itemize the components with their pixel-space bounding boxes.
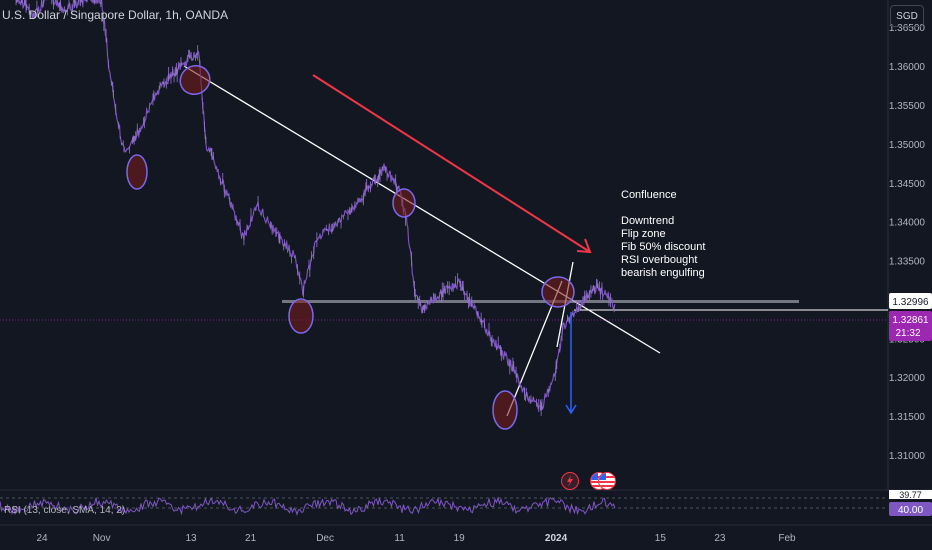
x-tick-label: 15 — [655, 533, 667, 544]
y-tick-label: 1.34500 — [889, 179, 926, 190]
chart-title: U.S. Dollar / Singapore Dollar, 1h, OAND… — [2, 8, 229, 22]
currency-button[interactable]: SGD — [890, 5, 924, 27]
highlight-circle[interactable] — [126, 154, 148, 190]
rsi-line — [0, 496, 616, 516]
highlight-circle[interactable] — [541, 276, 575, 308]
confluence-note[interactable]: Confluence Downtrend Flip zone Fib 50% d… — [621, 189, 705, 280]
rsi-series — [0, 496, 616, 516]
bar-countdown-text: 21:32 — [895, 328, 920, 339]
y-tick-label: 1.36500 — [889, 23, 926, 34]
rsi-label: RSI (13, close, SMA, 14, 2) — [4, 505, 126, 516]
y-tick-label: 1.35000 — [889, 140, 926, 151]
price-line — [15, 0, 616, 411]
price-series — [15, 0, 616, 416]
confluence-heading: Confluence — [621, 189, 677, 201]
y-tick-label: 1.34000 — [889, 218, 926, 229]
y-tick-label: 1.31000 — [889, 451, 926, 462]
rsi-value-text: 40.00 — [898, 505, 923, 516]
highlight-circle[interactable] — [288, 298, 314, 334]
price-axis[interactable]: 1.36500 1.36000 1.35500 1.35000 1.34500 1.340… — [889, 23, 926, 462]
highlight-circle[interactable] — [175, 60, 215, 99]
y-tick-label: 1.31500 — [889, 412, 926, 423]
highlight-circle[interactable] — [392, 188, 416, 218]
confluence-item: Flip zone — [621, 228, 666, 240]
x-tick-label: Feb — [778, 533, 796, 544]
downtrend-arrow[interactable] — [312, 74, 592, 254]
time-axis[interactable]: 24 Nov 13 21 Dec 11 19 2024 15 23 Feb — [36, 533, 796, 544]
confluence-item: Downtrend — [621, 215, 675, 227]
last-price-text: 1.32861 — [892, 315, 929, 326]
confluence-item: Fib 50% discount — [621, 241, 706, 253]
target-arrow[interactable] — [565, 312, 577, 415]
confluence-item: RSI overbought — [621, 254, 698, 266]
flip-zone-band[interactable] — [282, 300, 799, 303]
x-tick-label: 19 — [454, 533, 466, 544]
y-tick-label: 1.33500 — [889, 257, 926, 268]
x-tick-label: 24 — [36, 533, 48, 544]
x-tick-label: 13 — [185, 533, 197, 544]
last-price-badge: 1.32861 21:32 — [889, 311, 932, 341]
y-tick-label: 1.35500 — [889, 101, 926, 112]
x-tick-label: Nov — [93, 533, 111, 544]
level-price-text: 1.32996 — [892, 297, 929, 308]
flash-event-icon[interactable] — [561, 472, 579, 490]
x-tick-label: 2024 — [545, 533, 568, 544]
rsi-top-badge: 39.77 — [889, 490, 932, 500]
x-tick-label: 21 — [245, 533, 257, 544]
y-tick-label: 1.36000 — [889, 62, 926, 73]
confluence-item: bearish engulfing — [621, 267, 705, 279]
rsi-top-value: 39.77 — [899, 490, 922, 500]
highlight-circles[interactable] — [126, 60, 575, 430]
x-tick-label: 11 — [394, 533, 405, 544]
level-price-badge: 1.32996 — [889, 293, 932, 309]
rsi-value-badge: 40.00 — [889, 502, 932, 516]
x-tick-label: Dec — [316, 533, 334, 544]
x-tick-label: 23 — [714, 533, 726, 544]
y-tick-label: 1.32000 — [889, 373, 926, 384]
highlight-circle[interactable] — [492, 390, 518, 430]
us-flag-event-icon[interactable] — [598, 472, 616, 490]
